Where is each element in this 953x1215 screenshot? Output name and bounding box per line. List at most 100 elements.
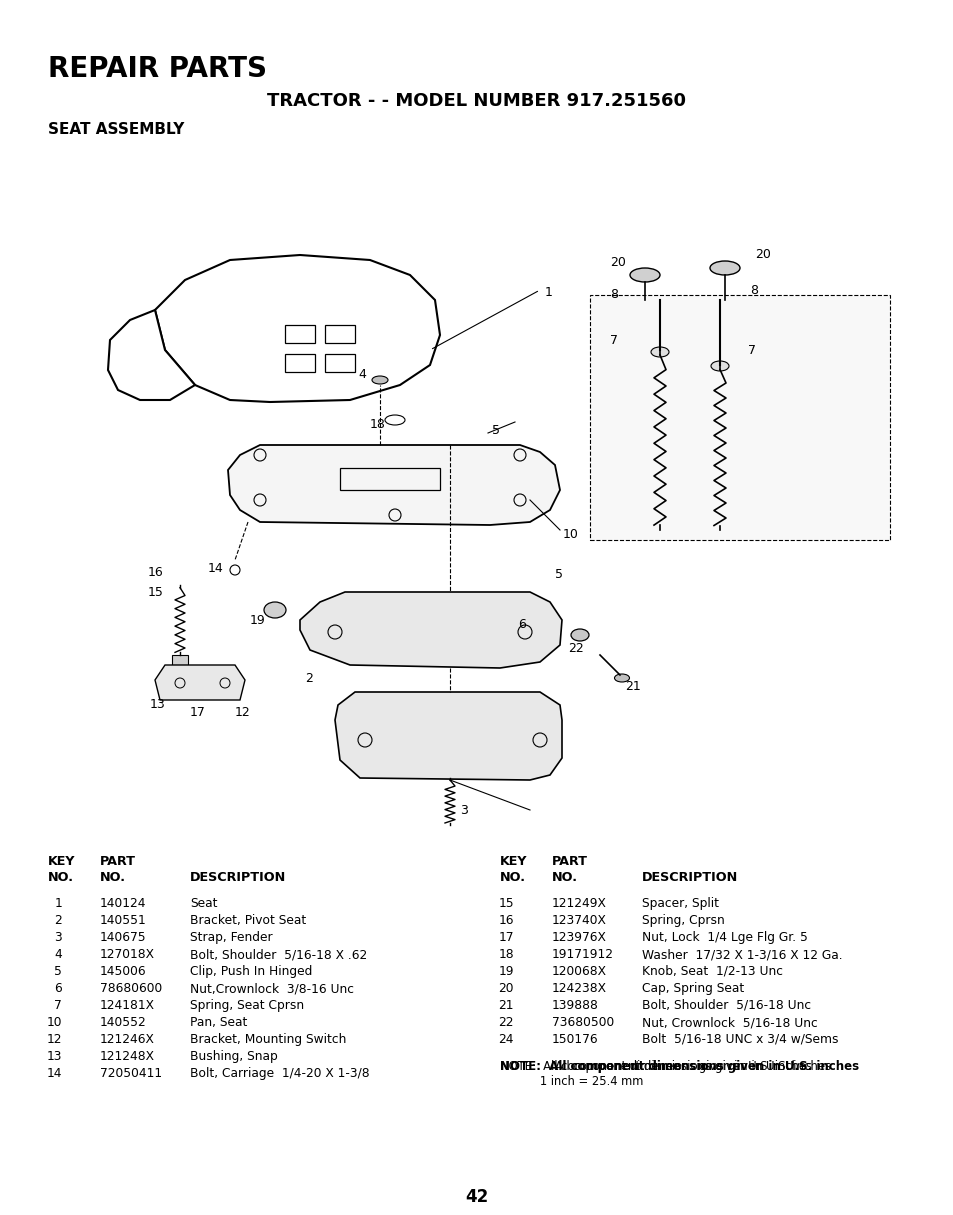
Bar	[339, 468, 439, 490]
Text: 18: 18	[497, 948, 514, 961]
Text: REPAIR PARTS: REPAIR PARTS	[48, 55, 267, 83]
Text: 3: 3	[54, 931, 62, 944]
Text: Cap, Spring Seat: Cap, Spring Seat	[641, 982, 743, 995]
Text: 4: 4	[357, 368, 366, 382]
Text: 150176: 150176	[552, 1033, 598, 1046]
Polygon shape	[299, 592, 561, 668]
Text: 14: 14	[208, 561, 224, 575]
Text: 24: 24	[498, 1033, 514, 1046]
Text: 17: 17	[498, 931, 514, 944]
Text: 5: 5	[54, 965, 62, 978]
Text: Spring, Cprsn: Spring, Cprsn	[641, 914, 724, 927]
Text: 7: 7	[609, 333, 618, 346]
Text: Bolt, Shoulder  5/16-18 X .62: Bolt, Shoulder 5/16-18 X .62	[190, 948, 367, 961]
Text: DESCRIPTION: DESCRIPTION	[190, 871, 286, 885]
Text: 22: 22	[498, 1016, 514, 1029]
Text: Pan, Seat: Pan, Seat	[190, 1016, 247, 1029]
Ellipse shape	[710, 361, 728, 371]
Text: NO.: NO.	[48, 871, 74, 885]
Text: Bolt, Shoulder  5/16-18 Unc: Bolt, Shoulder 5/16-18 Unc	[641, 999, 810, 1012]
Polygon shape	[154, 665, 245, 700]
Text: 12: 12	[234, 706, 251, 718]
Ellipse shape	[264, 601, 286, 618]
Polygon shape	[335, 693, 561, 780]
Text: SEAT ASSEMBLY: SEAT ASSEMBLY	[48, 122, 184, 137]
Text: 8: 8	[609, 288, 618, 301]
Ellipse shape	[521, 604, 537, 616]
Text: 19: 19	[250, 614, 266, 627]
Text: 20: 20	[609, 255, 625, 269]
Text: TRACTOR - - MODEL NUMBER 917.251560: TRACTOR - - MODEL NUMBER 917.251560	[267, 92, 686, 111]
Text: 21: 21	[498, 999, 514, 1012]
Text: 124181X: 124181X	[100, 999, 154, 1012]
Text: KEY: KEY	[499, 855, 527, 868]
Text: 15: 15	[497, 897, 514, 910]
Text: 4: 4	[54, 948, 62, 961]
Text: 18: 18	[370, 418, 385, 431]
Text: 13: 13	[47, 1050, 62, 1063]
Text: 5: 5	[555, 569, 562, 582]
Text: 19171912: 19171912	[552, 948, 614, 961]
Text: 6: 6	[54, 982, 62, 995]
Text: 1: 1	[544, 286, 553, 299]
Text: Spring, Seat Cprsn: Spring, Seat Cprsn	[190, 999, 304, 1012]
Text: Nut, Lock  1/4 Lge Flg Gr. 5: Nut, Lock 1/4 Lge Flg Gr. 5	[641, 931, 807, 944]
Text: 2: 2	[54, 914, 62, 927]
Ellipse shape	[629, 269, 659, 282]
Bar	[325, 354, 355, 372]
Text: 121249X: 121249X	[552, 897, 606, 910]
Text: Washer  17/32 X 1-3/16 X 12 Ga.: Washer 17/32 X 1-3/16 X 12 Ga.	[641, 948, 841, 961]
Text: Knob, Seat  1/2-13 Unc: Knob, Seat 1/2-13 Unc	[641, 965, 782, 978]
Text: 145006: 145006	[100, 965, 147, 978]
Text: 19: 19	[498, 965, 514, 978]
Text: 12: 12	[47, 1033, 62, 1046]
Text: 121246X: 121246X	[100, 1033, 154, 1046]
Text: 14: 14	[47, 1067, 62, 1080]
Text: Nut,Crownlock  3/8-16 Unc: Nut,Crownlock 3/8-16 Unc	[190, 982, 354, 995]
Text: 124238X: 124238X	[552, 982, 606, 995]
Ellipse shape	[650, 347, 668, 357]
Ellipse shape	[614, 674, 629, 682]
Text: 21: 21	[624, 680, 640, 694]
Text: Seat: Seat	[190, 897, 217, 910]
Bar	[589, 295, 889, 539]
Text: 140675: 140675	[100, 931, 147, 944]
Text: KEY: KEY	[48, 855, 75, 868]
Text: 15: 15	[148, 586, 164, 599]
Polygon shape	[154, 255, 439, 402]
Text: 120068X: 120068X	[552, 965, 606, 978]
Text: 10: 10	[47, 1016, 62, 1029]
Text: 2: 2	[305, 672, 313, 684]
Text: 1: 1	[54, 897, 62, 910]
Text: NO.: NO.	[499, 871, 525, 885]
Text: 6: 6	[517, 618, 525, 632]
Ellipse shape	[571, 629, 588, 642]
Text: Clip, Push In Hinged: Clip, Push In Hinged	[190, 965, 312, 978]
Text: Spacer, Split: Spacer, Split	[641, 897, 719, 910]
Text: 121248X: 121248X	[100, 1050, 154, 1063]
Text: NO.: NO.	[100, 871, 126, 885]
Text: Bushing, Snap: Bushing, Snap	[190, 1050, 277, 1063]
Text: 140552: 140552	[100, 1016, 147, 1029]
Text: 13: 13	[150, 699, 166, 712]
Text: 123740X: 123740X	[552, 914, 606, 927]
Text: 127018X: 127018X	[100, 948, 154, 961]
Text: NO.: NO.	[552, 871, 578, 885]
Text: 7: 7	[54, 999, 62, 1012]
Text: PART: PART	[100, 855, 136, 868]
Text: Bolt  5/16-18 UNC x 3/4 w/Sems: Bolt 5/16-18 UNC x 3/4 w/Sems	[641, 1033, 838, 1046]
Text: NOTE:  All component dimensions given in U.S. inches: NOTE: All component dimensions given in …	[499, 1059, 811, 1073]
Text: 72050411: 72050411	[100, 1067, 162, 1080]
Text: PART: PART	[552, 855, 587, 868]
Polygon shape	[108, 310, 194, 400]
Text: All component dimensions given in U.S. inches: All component dimensions given in U.S. i…	[555, 1059, 830, 1073]
Text: 10: 10	[562, 529, 578, 542]
Ellipse shape	[372, 375, 388, 384]
Polygon shape	[228, 445, 559, 525]
Text: 16: 16	[148, 565, 164, 578]
Text: 16: 16	[498, 914, 514, 927]
Ellipse shape	[709, 261, 740, 275]
Text: Nut, Crownlock  5/16-18 Unc: Nut, Crownlock 5/16-18 Unc	[641, 1016, 817, 1029]
Bar	[285, 324, 314, 343]
Text: DESCRIPTION: DESCRIPTION	[641, 871, 738, 885]
